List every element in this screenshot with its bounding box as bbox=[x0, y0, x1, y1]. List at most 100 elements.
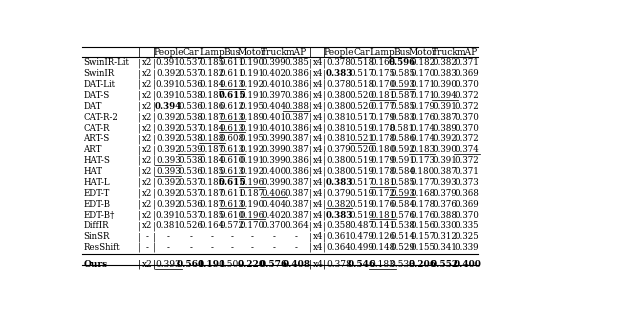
Text: 0.387: 0.387 bbox=[433, 113, 457, 122]
Text: DAT: DAT bbox=[83, 102, 102, 111]
Text: |: | bbox=[308, 232, 312, 242]
Text: |: | bbox=[138, 189, 141, 198]
Text: 0.191: 0.191 bbox=[239, 91, 264, 100]
Text: 0.517: 0.517 bbox=[349, 113, 374, 122]
Text: 0.387: 0.387 bbox=[284, 113, 309, 122]
Text: 0.397: 0.397 bbox=[262, 91, 287, 100]
Text: 0.401: 0.401 bbox=[262, 113, 287, 122]
Text: x4: x4 bbox=[313, 80, 323, 89]
Text: 0.172: 0.172 bbox=[370, 189, 395, 198]
Text: 0.358: 0.358 bbox=[326, 221, 351, 230]
Text: |: | bbox=[323, 221, 326, 231]
Text: 0.380: 0.380 bbox=[326, 102, 351, 111]
Text: |: | bbox=[323, 167, 326, 176]
Text: 0.537: 0.537 bbox=[179, 58, 204, 68]
Text: 0.585: 0.585 bbox=[390, 102, 415, 111]
Text: |: | bbox=[323, 91, 326, 100]
Text: 0.479: 0.479 bbox=[349, 232, 374, 241]
Text: 0.519: 0.519 bbox=[349, 156, 374, 165]
Text: 0.175: 0.175 bbox=[370, 69, 395, 78]
Text: 0.611: 0.611 bbox=[220, 58, 244, 68]
Text: 0.186: 0.186 bbox=[200, 102, 225, 111]
Text: 0.170: 0.170 bbox=[239, 221, 264, 230]
Text: 0.192: 0.192 bbox=[239, 167, 264, 176]
Text: |: | bbox=[153, 167, 156, 176]
Text: 0.517: 0.517 bbox=[349, 178, 374, 187]
Text: x2: x2 bbox=[142, 80, 153, 89]
Text: 0.391: 0.391 bbox=[433, 102, 457, 111]
Text: 0.593: 0.593 bbox=[390, 80, 415, 89]
Text: 0.392: 0.392 bbox=[156, 189, 180, 198]
Text: -: - bbox=[189, 243, 193, 252]
Text: HAT-L: HAT-L bbox=[83, 178, 110, 187]
Text: 0.519: 0.519 bbox=[349, 200, 374, 209]
Text: -: - bbox=[250, 232, 253, 241]
Text: 0.182: 0.182 bbox=[410, 58, 435, 68]
Text: |: | bbox=[153, 91, 156, 100]
Text: 0.168: 0.168 bbox=[370, 58, 395, 68]
Text: 0.176: 0.176 bbox=[410, 113, 435, 122]
Text: |: | bbox=[153, 102, 156, 111]
Text: 0.517: 0.517 bbox=[349, 69, 374, 78]
Text: 0.382: 0.382 bbox=[326, 200, 351, 209]
Text: |: | bbox=[138, 123, 141, 133]
Text: |: | bbox=[153, 260, 156, 269]
Text: CAT-R-2: CAT-R-2 bbox=[83, 113, 118, 122]
Text: -: - bbox=[250, 243, 253, 252]
Text: 0.386: 0.386 bbox=[284, 80, 309, 89]
Text: x4: x4 bbox=[313, 113, 323, 122]
Text: -: - bbox=[167, 243, 170, 252]
Text: 0.399: 0.399 bbox=[262, 58, 287, 68]
Text: |: | bbox=[308, 102, 312, 111]
Text: 0.613: 0.613 bbox=[220, 80, 244, 89]
Text: |: | bbox=[138, 102, 141, 111]
Text: 0.191: 0.191 bbox=[239, 69, 264, 78]
Text: 0.400: 0.400 bbox=[453, 260, 481, 269]
Text: |: | bbox=[138, 260, 141, 269]
Text: 0.612: 0.612 bbox=[220, 102, 244, 111]
Text: 0.378: 0.378 bbox=[326, 58, 351, 68]
Text: 0.392: 0.392 bbox=[433, 134, 457, 144]
Text: 0.141: 0.141 bbox=[370, 221, 395, 230]
Text: 0.164: 0.164 bbox=[200, 221, 225, 230]
Text: 0.383: 0.383 bbox=[433, 69, 457, 78]
Text: |: | bbox=[138, 58, 141, 68]
Text: 0.187: 0.187 bbox=[200, 91, 225, 100]
Text: 0.368: 0.368 bbox=[454, 189, 479, 198]
Text: |: | bbox=[323, 69, 326, 79]
Text: 0.364: 0.364 bbox=[326, 243, 351, 252]
Text: 0.195: 0.195 bbox=[239, 134, 264, 144]
Text: |: | bbox=[323, 134, 326, 144]
Text: 0.387: 0.387 bbox=[284, 178, 309, 187]
Text: 0.596: 0.596 bbox=[389, 58, 416, 68]
Text: 0.533: 0.533 bbox=[390, 260, 415, 269]
Text: 0.538: 0.538 bbox=[179, 134, 204, 144]
Text: SwinIR: SwinIR bbox=[83, 69, 115, 78]
Text: |: | bbox=[308, 199, 312, 209]
Text: 0.387: 0.387 bbox=[284, 146, 309, 154]
Text: 0.561: 0.561 bbox=[177, 260, 205, 269]
Text: |: | bbox=[153, 199, 156, 209]
Text: Ours: Ours bbox=[83, 260, 108, 269]
Text: DAT-S: DAT-S bbox=[83, 91, 109, 100]
Text: 0.385: 0.385 bbox=[284, 58, 309, 68]
Text: 0.379: 0.379 bbox=[326, 146, 351, 154]
Text: mAP: mAP bbox=[286, 48, 307, 57]
Text: 0.392: 0.392 bbox=[156, 113, 180, 122]
Text: |: | bbox=[323, 232, 326, 242]
Text: 0.393: 0.393 bbox=[433, 178, 457, 187]
Text: 0.157: 0.157 bbox=[410, 232, 435, 241]
Text: |: | bbox=[308, 48, 312, 57]
Text: 0.178: 0.178 bbox=[370, 134, 395, 144]
Text: 0.187: 0.187 bbox=[239, 189, 264, 198]
Text: -: - bbox=[167, 232, 170, 241]
Text: |: | bbox=[153, 113, 156, 122]
Text: |: | bbox=[323, 189, 326, 198]
Text: 0.389: 0.389 bbox=[433, 124, 457, 133]
Text: 0.536: 0.536 bbox=[179, 167, 204, 176]
Text: 0.361: 0.361 bbox=[326, 232, 351, 241]
Text: |: | bbox=[308, 134, 312, 144]
Text: 0.179: 0.179 bbox=[370, 156, 395, 165]
Text: 0.381: 0.381 bbox=[326, 134, 351, 144]
Text: 0.185: 0.185 bbox=[200, 58, 225, 68]
